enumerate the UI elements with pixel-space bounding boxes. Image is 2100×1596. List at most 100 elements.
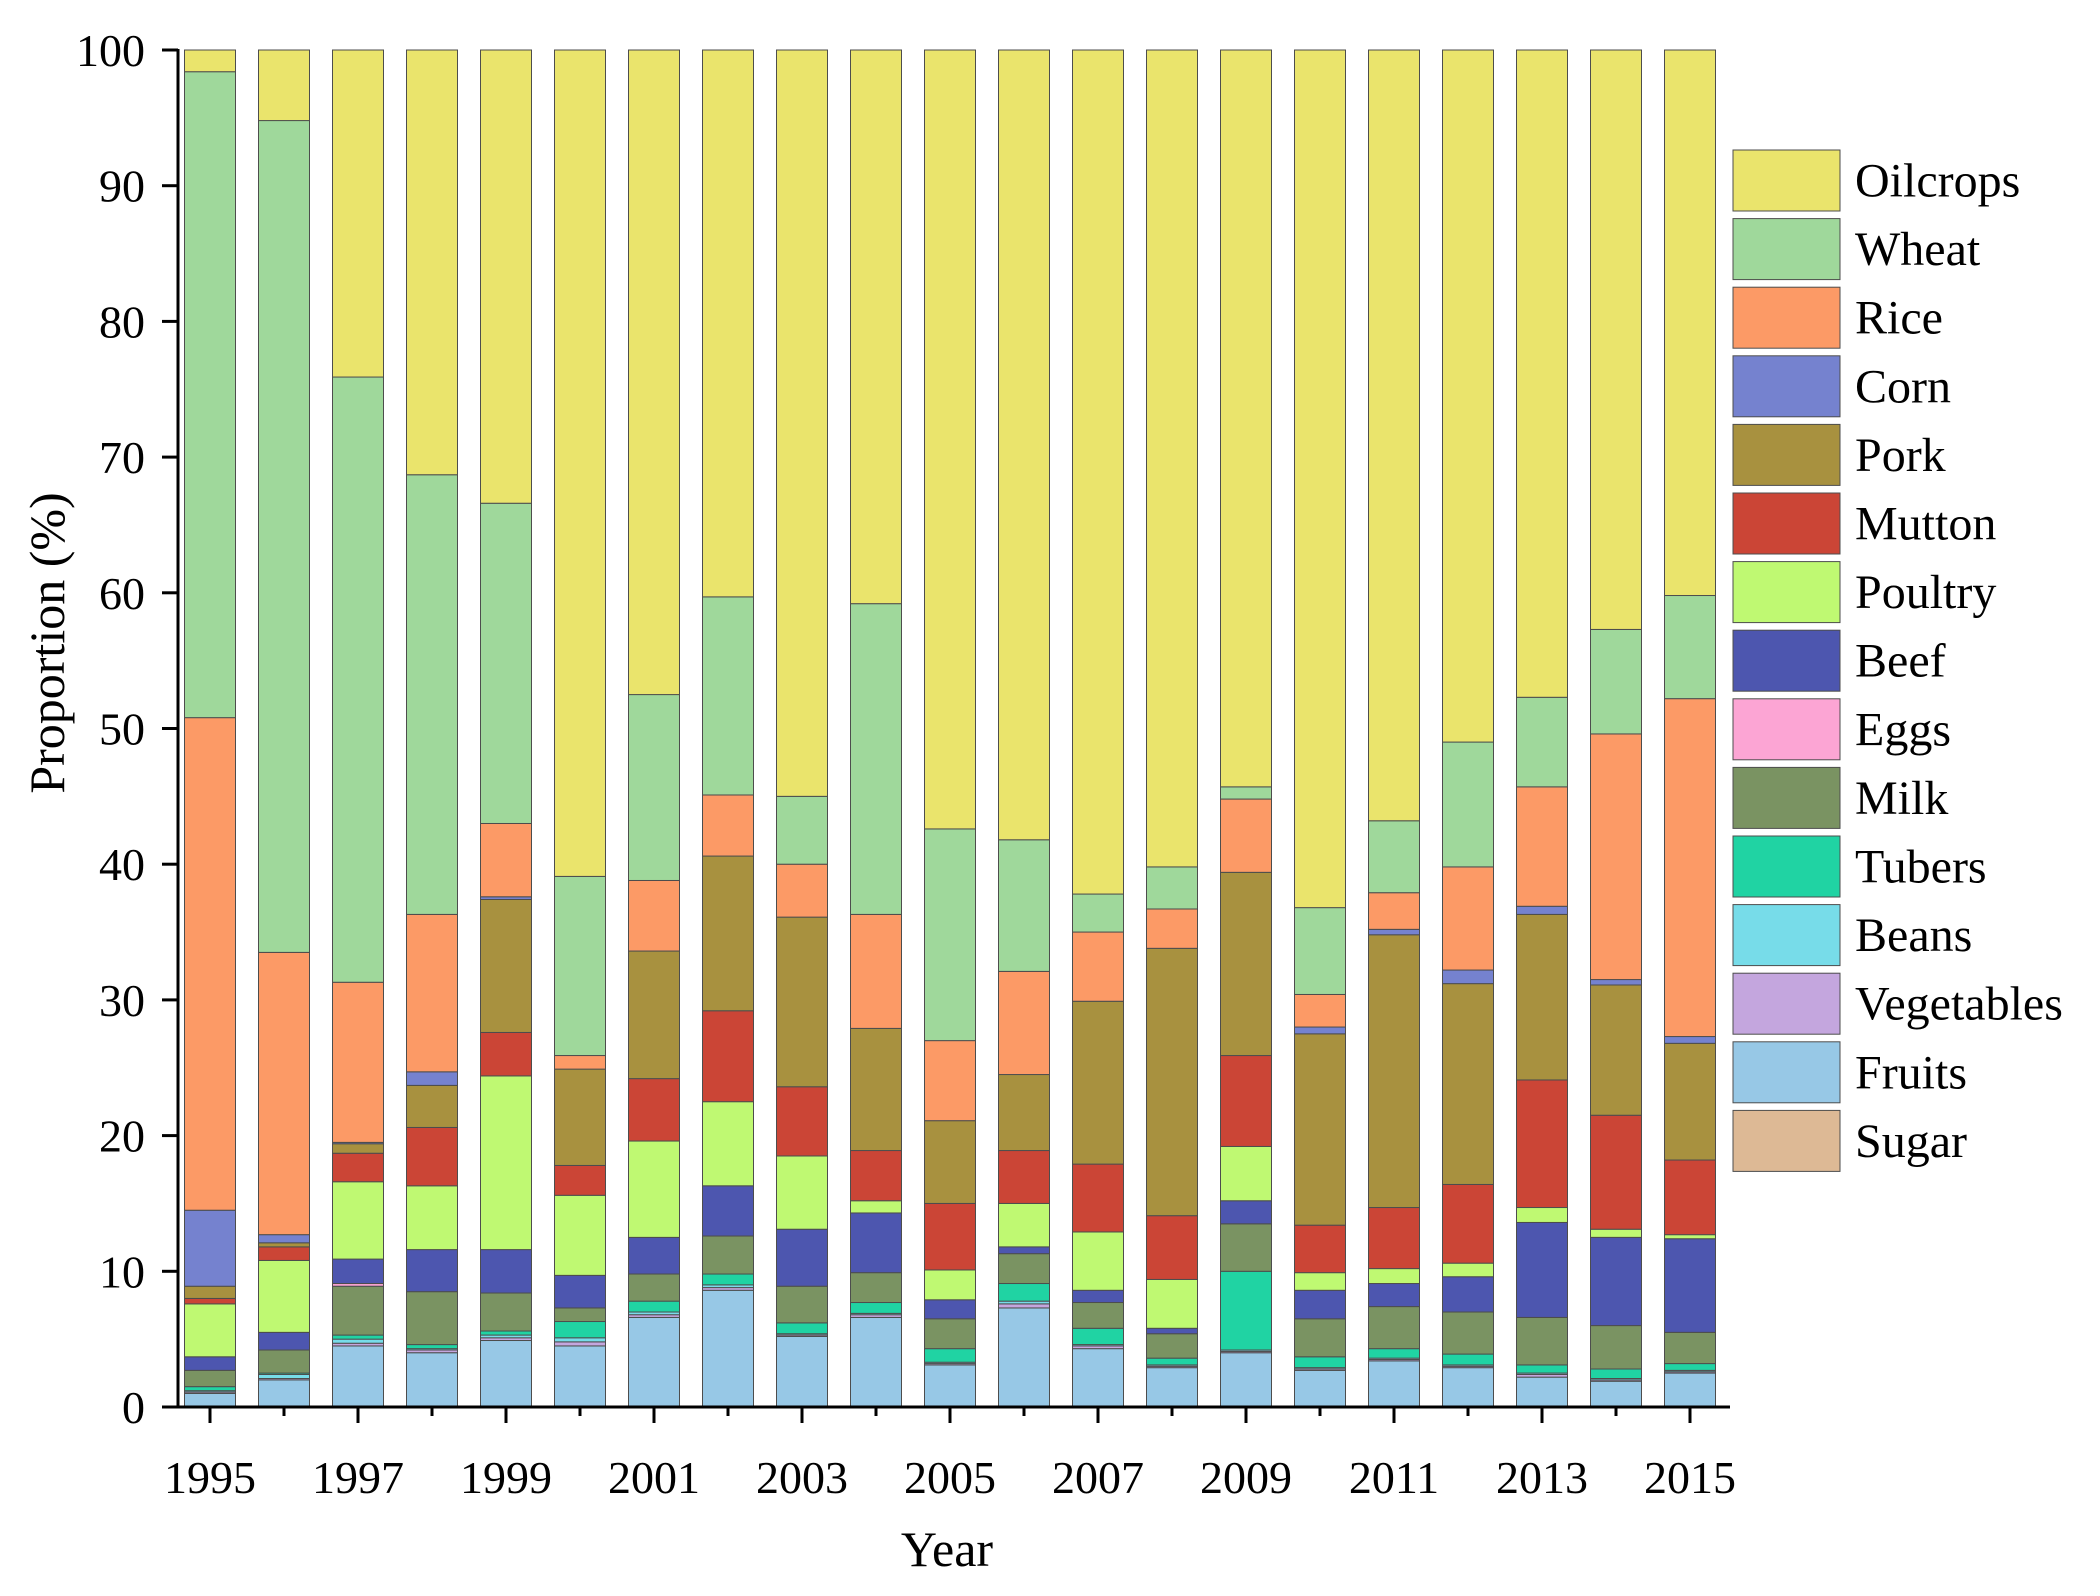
bar-segment-1996-beef	[258, 1331, 310, 1351]
bar-segment-2011-poultry	[1368, 1268, 1420, 1285]
y-tick-label-0: 0	[122, 1382, 145, 1433]
bar-segment-2014-wheat	[1590, 628, 1642, 735]
bar-segment-2000-pork	[554, 1068, 606, 1166]
bar-segment-2015-corn	[1664, 1036, 1716, 1044]
bar-segment-2008-pork	[1146, 947, 1198, 1217]
bar-segment-1998-wheat	[406, 474, 458, 915]
legend-label-tubers: Tubers	[1855, 841, 1987, 894]
bar-segment-2002-milk	[702, 1235, 754, 1275]
bar-segment-2002-pork	[702, 855, 754, 1012]
bar-segment-1998-oilcrops	[406, 49, 458, 476]
bar-segment-2000-fruits	[554, 1345, 606, 1408]
x-tick-label-2013: 2013	[1496, 1452, 1588, 1503]
bar-segment-2011-tubers	[1368, 1348, 1420, 1359]
bar-segment-2007-poultry	[1072, 1231, 1124, 1291]
legend-swatch-beef	[1732, 629, 1841, 692]
bar-segment-2005-poultry	[924, 1269, 976, 1301]
legend-label-fruits: Fruits	[1855, 1046, 1967, 1099]
legend-label-beef: Beef	[1855, 635, 1946, 688]
bar-segment-1996-pork	[258, 1242, 310, 1248]
bar-segment-2005-fruits	[924, 1364, 976, 1408]
bar-segment-2002-wheat	[702, 596, 754, 796]
legend-item-rice: Rice	[1732, 286, 1943, 349]
bar-segment-2005-oilcrops	[924, 49, 976, 830]
bar-segment-2002-oilcrops	[702, 49, 754, 598]
bar-segment-2000-tubers	[554, 1321, 606, 1339]
bar-segment-2015-tubers	[1664, 1363, 1716, 1371]
bar-segment-2003-tubers	[776, 1322, 828, 1335]
bar-segment-2005-mutton	[924, 1202, 976, 1271]
legend-item-corn: Corn	[1732, 355, 1951, 418]
bar-segment-1998-mutton	[406, 1126, 458, 1187]
bar-segment-2014-fruits	[1590, 1380, 1642, 1408]
bar-segment-2011-fruits	[1368, 1360, 1420, 1408]
bar-segment-1999-poultry	[480, 1075, 532, 1251]
bar-segment-2005-pork	[924, 1120, 976, 1204]
bar-segment-2011-oilcrops	[1368, 49, 1420, 822]
bar-segment-2009-mutton	[1220, 1055, 1272, 1147]
bar-segment-2013-pork	[1516, 913, 1568, 1081]
bar-segment-1999-milk	[480, 1292, 532, 1332]
bar-segment-2010-poultry	[1294, 1272, 1346, 1291]
bar-segment-2001-milk	[628, 1273, 680, 1302]
bar-segment-2009-pork	[1220, 871, 1272, 1057]
bar-segment-2014-corn	[1590, 979, 1642, 986]
bar-segment-2003-fruits	[776, 1335, 828, 1408]
legend-label-mutton: Mutton	[1855, 498, 1996, 551]
bar-segment-1997-beans	[332, 1338, 384, 1344]
bar-segment-2013-corn	[1516, 905, 1568, 915]
legend-item-milk: Milk	[1732, 766, 1948, 829]
bar-segment-2008-rice	[1146, 908, 1198, 949]
bar-segment-2000-mutton	[554, 1164, 606, 1196]
bar-segment-2008-mutton	[1146, 1215, 1198, 1280]
bar-segment-1999-rice	[480, 822, 532, 898]
bar-segment-1997-pork	[332, 1143, 384, 1154]
bar-segment-2010-fruits	[1294, 1369, 1346, 1408]
bar-segment-2014-mutton	[1590, 1114, 1642, 1230]
x-tick-label-1997: 1997	[312, 1452, 404, 1503]
bar-segment-2009-oilcrops	[1220, 49, 1272, 788]
legend-label-oilcrops: Oilcrops	[1855, 155, 2020, 208]
bar-segment-2001-mutton	[628, 1078, 680, 1142]
bar-segment-2010-mutton	[1294, 1224, 1346, 1274]
bar-segment-2004-oilcrops	[850, 49, 902, 605]
bar-segment-2014-poultry	[1590, 1228, 1642, 1238]
legend-swatch-sugar	[1732, 1109, 1841, 1172]
bar-segment-1999-tubers	[480, 1330, 532, 1336]
bar-segment-1995-beef	[184, 1356, 236, 1371]
bar-segment-2001-beef	[628, 1236, 680, 1275]
bar-segment-2012-milk	[1442, 1311, 1494, 1355]
bar-segment-2015-fruits	[1664, 1372, 1716, 1408]
legend-label-wheat: Wheat	[1855, 223, 1981, 276]
bar-segment-2015-mutton	[1664, 1159, 1716, 1236]
legend-swatch-pork	[1732, 423, 1841, 486]
bar-segment-2004-poultry	[850, 1200, 902, 1214]
bar-segment-1998-tubers	[406, 1344, 458, 1350]
bar-segment-2007-pork	[1072, 1000, 1124, 1165]
legend-swatch-wheat	[1732, 218, 1841, 281]
bar-segment-2006-tubers	[998, 1283, 1050, 1302]
bar-segment-2007-fruits	[1072, 1348, 1124, 1408]
x-tick-label-2003: 2003	[756, 1452, 848, 1503]
bar-segment-2003-wheat	[776, 795, 828, 865]
bar-segment-2009-beef	[1220, 1200, 1272, 1225]
legend-swatch-corn	[1732, 355, 1841, 418]
legend-swatch-mutton	[1732, 492, 1841, 555]
bar-segment-1997-wheat	[332, 376, 384, 983]
bar-segment-2007-milk	[1072, 1302, 1124, 1329]
bar-segment-2011-wheat	[1368, 820, 1420, 894]
bar-segment-2001-poultry	[628, 1140, 680, 1238]
bar-segment-2006-pork	[998, 1074, 1050, 1152]
bar-segment-2009-wheat	[1220, 786, 1272, 800]
bar-segment-1999-pork	[480, 898, 532, 1033]
x-tick-label-2005: 2005	[904, 1452, 996, 1503]
bar-segment-1996-milk	[258, 1349, 310, 1374]
y-tick-label-40: 40	[99, 839, 145, 890]
bar-segment-2009-poultry	[1220, 1145, 1272, 1202]
bar-segment-2003-oilcrops	[776, 49, 828, 797]
bar-segment-2011-milk	[1368, 1306, 1420, 1350]
bar-segment-2014-milk	[1590, 1325, 1642, 1370]
bar-segment-2012-mutton	[1442, 1183, 1494, 1264]
